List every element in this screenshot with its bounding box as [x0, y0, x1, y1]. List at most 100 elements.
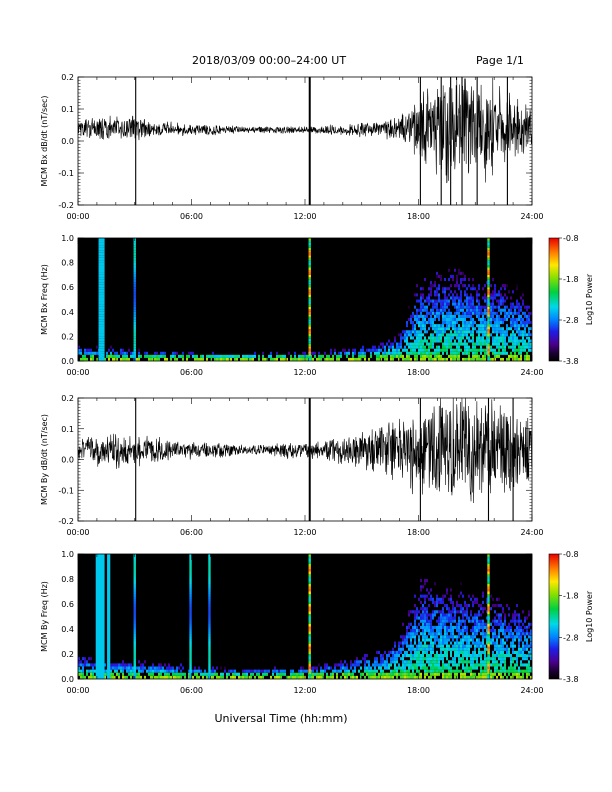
spectrogram-cell — [458, 619, 460, 623]
spectrogram-cell — [512, 330, 514, 334]
spectrogram-cell — [170, 357, 172, 361]
spectrogram-cell — [510, 635, 512, 639]
spectrogram-cell — [422, 308, 424, 312]
spectrogram-cell — [438, 616, 440, 620]
spectrogram-cell — [450, 321, 452, 325]
spectrogram-cell — [500, 339, 502, 343]
spectrogram-cell — [272, 672, 274, 676]
spectrogram-cell — [416, 345, 418, 349]
spectrogram-cell — [436, 635, 438, 639]
spectrogram-cell — [446, 327, 448, 331]
spectrogram-cell — [478, 625, 480, 629]
spectrogram-cell — [466, 345, 468, 349]
spectrogram-cell — [500, 654, 502, 658]
spectrogram-vertical-line — [101, 636, 105, 639]
spectrogram-cell — [176, 351, 178, 355]
spectrogram-cell — [468, 604, 470, 608]
spectrogram-vertical-line — [308, 353, 311, 357]
spectrogram-cell — [514, 351, 516, 355]
spectrogram-cell — [472, 296, 474, 300]
spectrogram-cell — [462, 610, 464, 614]
spectrogram-cell — [420, 619, 422, 623]
spectrogram-cell — [166, 669, 168, 673]
spectrogram-cell — [422, 654, 424, 658]
spectrogram-cell — [446, 641, 448, 645]
spectrogram-cell — [530, 327, 532, 331]
spectrogram-cell — [82, 669, 84, 673]
spectrogram-cell — [450, 650, 452, 654]
spectrogram-cell — [516, 629, 518, 633]
spectrogram-cell — [448, 308, 450, 312]
spectrogram-cell — [430, 638, 432, 642]
spectrogram-cell — [496, 663, 498, 667]
spectrogram-vertical-line — [98, 669, 102, 672]
spectrogram-cell — [444, 594, 446, 598]
spectrogram-cell — [406, 650, 408, 654]
spectrogram-cell — [390, 345, 392, 349]
spectrogram-cell — [276, 669, 278, 673]
spectrogram-cell — [510, 333, 512, 337]
spectrogram-cell — [426, 672, 428, 676]
spectrogram-cell — [452, 324, 454, 328]
spectrogram-vertical-line — [101, 297, 105, 300]
spectrogram-cell — [398, 644, 400, 648]
spectrogram-cell — [118, 666, 120, 670]
spectrogram-cell — [104, 669, 106, 673]
spectrogram-cell — [380, 672, 382, 676]
spectrogram-vertical-line — [133, 331, 136, 334]
spectrogram-cell — [460, 672, 462, 676]
spectrogram-cell — [160, 669, 162, 673]
spectrogram-cell — [464, 672, 466, 676]
spectrogram-cell — [528, 625, 530, 629]
spectrogram-cell — [150, 672, 152, 676]
spectrogram-cell — [464, 321, 466, 325]
spectrogram-cell — [164, 669, 166, 673]
spectrogram-cell — [92, 354, 94, 358]
spectrogram-cell — [310, 354, 312, 358]
spectrogram-cell — [436, 345, 438, 349]
spectrogram-cell — [112, 672, 114, 676]
spectrogram-cell — [182, 351, 184, 355]
spectrogram-cell — [474, 672, 476, 676]
spectrogram-cell — [404, 330, 406, 334]
spectrogram-cell — [296, 357, 298, 361]
spectrogram-cell — [410, 644, 412, 648]
spectrogram-cell — [206, 354, 208, 358]
spectrogram-cell — [316, 666, 318, 670]
spectrogram-cell — [528, 339, 530, 343]
spectrogram-cell — [158, 354, 160, 358]
spectrogram-cell — [400, 635, 402, 639]
spectrogram-cell — [150, 675, 152, 679]
spectrogram-cell — [508, 357, 510, 361]
spectrogram-cell — [372, 675, 374, 679]
spectrogram-cell — [416, 675, 418, 679]
spectrogram-cell — [492, 314, 494, 318]
spectrogram-cell — [430, 317, 432, 322]
spectrogram-cell — [438, 625, 440, 629]
spectrogram-cell — [366, 654, 368, 658]
spectrogram-cell — [354, 357, 356, 361]
spectrogram-vertical-line — [98, 238, 102, 241]
spectrogram-vertical-line — [308, 267, 311, 270]
spectrogram-cell — [196, 675, 198, 679]
spectrogram-cell — [180, 675, 182, 679]
spectrogram-cell — [446, 647, 448, 651]
spectrogram-cell — [512, 650, 514, 654]
spectrogram-cell — [270, 354, 272, 358]
spectrogram-cell — [456, 317, 458, 322]
spectrogram-cell — [450, 339, 452, 343]
spectrogram-vertical-line — [133, 564, 136, 567]
spectrogram-cell — [524, 348, 526, 352]
spectrogram-cell — [446, 604, 448, 608]
spectrogram-cell — [424, 324, 426, 328]
spectrogram-vertical-line — [98, 651, 102, 654]
spectrogram-cell — [256, 672, 258, 676]
spectrogram-cell — [422, 604, 424, 608]
spectrogram-cell — [412, 663, 414, 667]
spectrogram-vertical-line — [487, 671, 490, 674]
spectrogram-cell — [446, 336, 448, 340]
spectrogram-vertical-line — [133, 671, 136, 674]
spectrogram-vertical-line — [133, 346, 136, 349]
spectrogram-cell — [502, 632, 504, 636]
spectrogram-cell — [294, 351, 296, 355]
